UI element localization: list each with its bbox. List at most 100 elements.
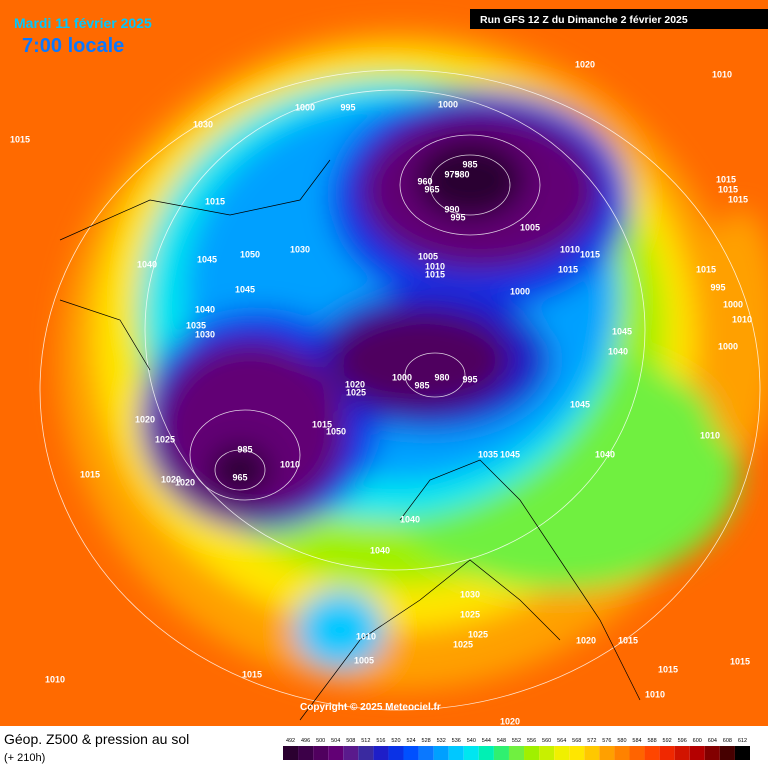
colorbar-label: 552	[512, 738, 521, 744]
pressure-label: 995	[462, 374, 477, 384]
run: Run GFS 12 Z du Dimanche 2 février 2025	[480, 14, 688, 26]
pressure-label: 1025	[453, 639, 473, 649]
colorbar-label: 492	[286, 738, 295, 744]
pressure-label: 1020	[345, 379, 365, 389]
pressure-label: 1040	[608, 346, 628, 356]
colorbar-swatch	[343, 746, 359, 760]
pressure-label: 1015	[312, 419, 332, 429]
pressure-label: 1030	[195, 329, 215, 339]
colorbar-swatch	[674, 746, 690, 760]
colorbar-label: 612	[738, 738, 747, 744]
pressure-label: 960	[417, 176, 432, 186]
colorbar-swatch	[478, 746, 494, 760]
pressure-label: 1025	[468, 629, 488, 639]
pressure-label: 1040	[595, 449, 615, 459]
colorbar-swatch	[373, 746, 389, 760]
pressure-label: 1015	[718, 184, 738, 194]
pressure-label: 1025	[460, 609, 480, 619]
pressure-label: 1000	[295, 102, 315, 112]
colorbar-label: 608	[723, 738, 732, 744]
pressure-label: 1050	[240, 249, 260, 259]
colorbar-swatch	[554, 746, 570, 760]
pressure-label: 1025	[155, 434, 175, 444]
colorbar-label: 596	[678, 738, 687, 744]
pressure-label: 1000	[438, 99, 458, 109]
colorbar-label: 592	[663, 738, 672, 744]
colorbar-label: 548	[497, 738, 506, 744]
colorbar-label: 544	[482, 738, 491, 744]
pressure-label: 1025	[346, 387, 366, 397]
pressure-label: 1035	[478, 449, 498, 459]
colorbar-swatch	[539, 746, 555, 760]
colorbar: 492 496 500 504 508 512 516 520 524 528 532 536 540 5…	[283, 738, 750, 760]
pressure-label: 1015	[696, 264, 716, 274]
pressure-label: 1020	[500, 716, 520, 726]
colorbar-swatch	[719, 746, 735, 760]
colorbar-label: 564	[557, 738, 566, 744]
colorbar-swatch	[493, 746, 509, 760]
pressure-label: 965	[232, 472, 247, 482]
colorbar-swatch	[584, 746, 600, 760]
date: Mardi 11 février 2025	[14, 15, 152, 31]
pressure-label: 1015	[242, 669, 262, 679]
colorbar-label: 580	[617, 738, 626, 744]
pressure-label: 1030	[460, 589, 480, 599]
colorbar-swatch	[358, 746, 374, 760]
colorbar-swatch	[508, 746, 525, 760]
pressure-label: 1040	[400, 514, 420, 524]
pressure-label: 1010	[712, 69, 732, 79]
colorbar-swatch	[629, 746, 645, 760]
lead: (+ 210h)	[4, 752, 45, 764]
pressure-label: 1020	[135, 414, 155, 424]
colorbar-label: 516	[376, 738, 385, 744]
pressure-label: 1015	[580, 249, 600, 259]
pressure-label: 1015	[558, 264, 578, 274]
colorbar-label: 500	[316, 738, 325, 744]
colorbar-swatch	[463, 746, 479, 760]
colorbar-label: 588	[647, 738, 656, 744]
colorbar-swatch	[734, 746, 750, 760]
pressure-label: 1010	[700, 430, 720, 440]
colorbar-label: 532	[437, 738, 446, 744]
pressure-label: 1015	[425, 269, 445, 279]
colorbar-swatch	[418, 746, 434, 760]
pressure-label: 1040	[137, 259, 157, 269]
run-box	[470, 9, 768, 29]
pressure-label: 1050	[326, 426, 346, 436]
colorbar-swatch	[388, 746, 404, 760]
pressure-label: 1005	[418, 251, 438, 261]
pressure-label: 1045	[197, 254, 217, 264]
colorbar-label: 508	[346, 738, 355, 744]
colorbar-label: 528	[422, 738, 431, 744]
pressure-label: 1045	[570, 399, 590, 409]
pressure-label: 1015	[10, 134, 30, 144]
colorbar-swatch	[448, 746, 464, 760]
pressure-label: 1035	[186, 320, 206, 330]
pressure-label: 1010	[560, 244, 580, 254]
pressure-label: 1010	[280, 459, 300, 469]
pressure-label: 1015	[716, 174, 736, 184]
pressure-label: 1010	[732, 314, 752, 324]
pressure-label: 1015	[618, 635, 638, 645]
colorbar-label: 584	[632, 738, 641, 744]
pressure-label: 1030	[193, 119, 213, 129]
colorbar-label: 512	[361, 738, 370, 744]
colorbar-swatch	[298, 746, 314, 760]
pressure-label: 1020	[576, 635, 596, 645]
pressure-label: 1005	[354, 655, 374, 665]
pressure-label: 1015	[728, 194, 748, 204]
pressure-label: 995	[710, 282, 725, 292]
pressure-label: 1015	[730, 656, 750, 666]
pressure-label: 1015	[658, 664, 678, 674]
colorbar-swatch	[328, 746, 344, 760]
colorbar-swatch	[689, 746, 705, 760]
pressure-label: 990	[444, 204, 459, 214]
pressure-label: 980	[454, 169, 469, 179]
colorbar-label: 572	[587, 738, 596, 744]
colorbar-label: 576	[602, 738, 611, 744]
pressure-label: 995	[340, 102, 355, 112]
pressure-label: 1010	[45, 674, 65, 684]
colorbar-swatch	[433, 746, 449, 760]
colorbar-label: 536	[452, 738, 461, 744]
